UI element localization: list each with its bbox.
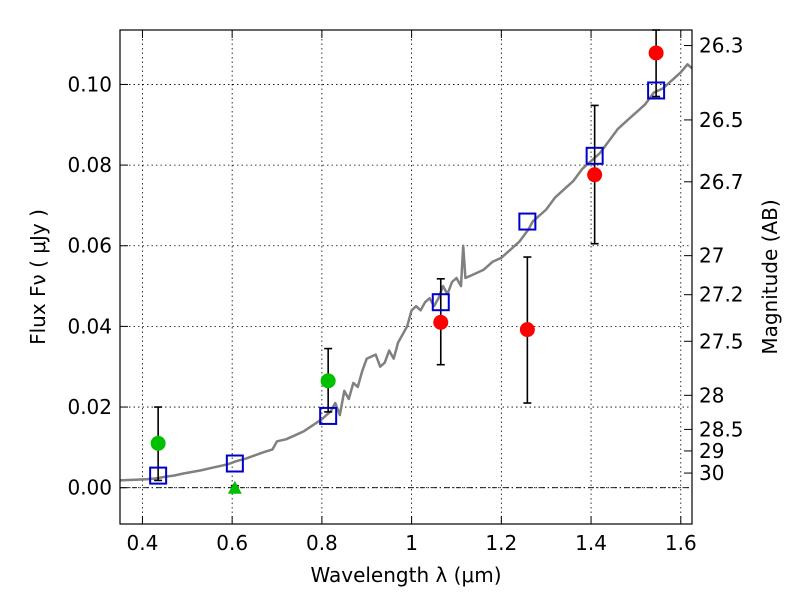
- model_photometry-marker: [225, 454, 244, 473]
- model_photometry-marker: [518, 212, 537, 231]
- observed_red-marker: [648, 45, 664, 61]
- magnitude-tick-label: 27.5: [699, 329, 744, 353]
- x-axis-ticks: 0.4 0.6 0.8 1 1.2 1.4 1.6: [127, 30, 697, 555]
- y-tick-label: 0.10: [67, 72, 112, 96]
- observed_red-marker: [433, 314, 449, 330]
- observed_red-marker: [587, 167, 603, 183]
- y-tick-label: 0.08: [67, 153, 112, 177]
- magnitude-tick-label: 28.5: [699, 417, 744, 441]
- model_photometry-marker: [319, 406, 338, 425]
- magnitude-tick-label: 26.7: [699, 170, 744, 194]
- x-tick-label: 1: [405, 531, 418, 555]
- observed_red-marker: [519, 322, 535, 338]
- upper_limit_green-marker: [227, 480, 242, 494]
- x-tick-label: 1.2: [485, 531, 517, 555]
- observed_green-marker: [320, 373, 336, 389]
- model_photometry-marker: [431, 293, 450, 312]
- grid: [120, 30, 692, 524]
- plot-frame: [119, 29, 693, 525]
- plot-area: [120, 30, 692, 524]
- magnitude-tick-label: 29: [699, 439, 724, 463]
- magnitude-tick-label: 27: [699, 244, 724, 268]
- y-tick-label: 0.00: [67, 476, 112, 500]
- y-axis-title: Flux Fν ( μJy ): [26, 209, 50, 345]
- model_photometry-marker: [647, 81, 666, 100]
- model_photometry-marker: [149, 466, 168, 485]
- magnitude-tick-label: 30: [699, 461, 724, 485]
- x-tick-label: 0.4: [127, 531, 159, 555]
- x-tick-label: 0.6: [216, 531, 248, 555]
- right-axis-title: Magnitude (AB): [758, 199, 782, 354]
- x-tick-label: 1.6: [665, 531, 697, 555]
- magnitude-tick-label: 27.2: [699, 283, 744, 307]
- magnitude-tick-label: 28: [699, 383, 724, 407]
- y-axis-ticks: 0.00 0.02 0.04 0.06 0.08 0.10: [67, 72, 128, 500]
- model_photometry-marker: [585, 146, 604, 165]
- y-tick-label: 0.02: [67, 395, 112, 419]
- magnitude-tick-label: 26.5: [699, 108, 744, 132]
- x-tick-label: 1.4: [575, 531, 607, 555]
- observed_green-marker: [150, 435, 166, 451]
- x-axis-title: Wavelength λ (μm): [310, 563, 501, 587]
- marker-layer: [149, 45, 666, 494]
- y-tick-label: 0.06: [67, 234, 112, 258]
- magnitude-tick-label: 26.3: [699, 34, 744, 58]
- y-tick-label: 0.04: [67, 314, 112, 338]
- x-tick-label: 0.8: [306, 531, 338, 555]
